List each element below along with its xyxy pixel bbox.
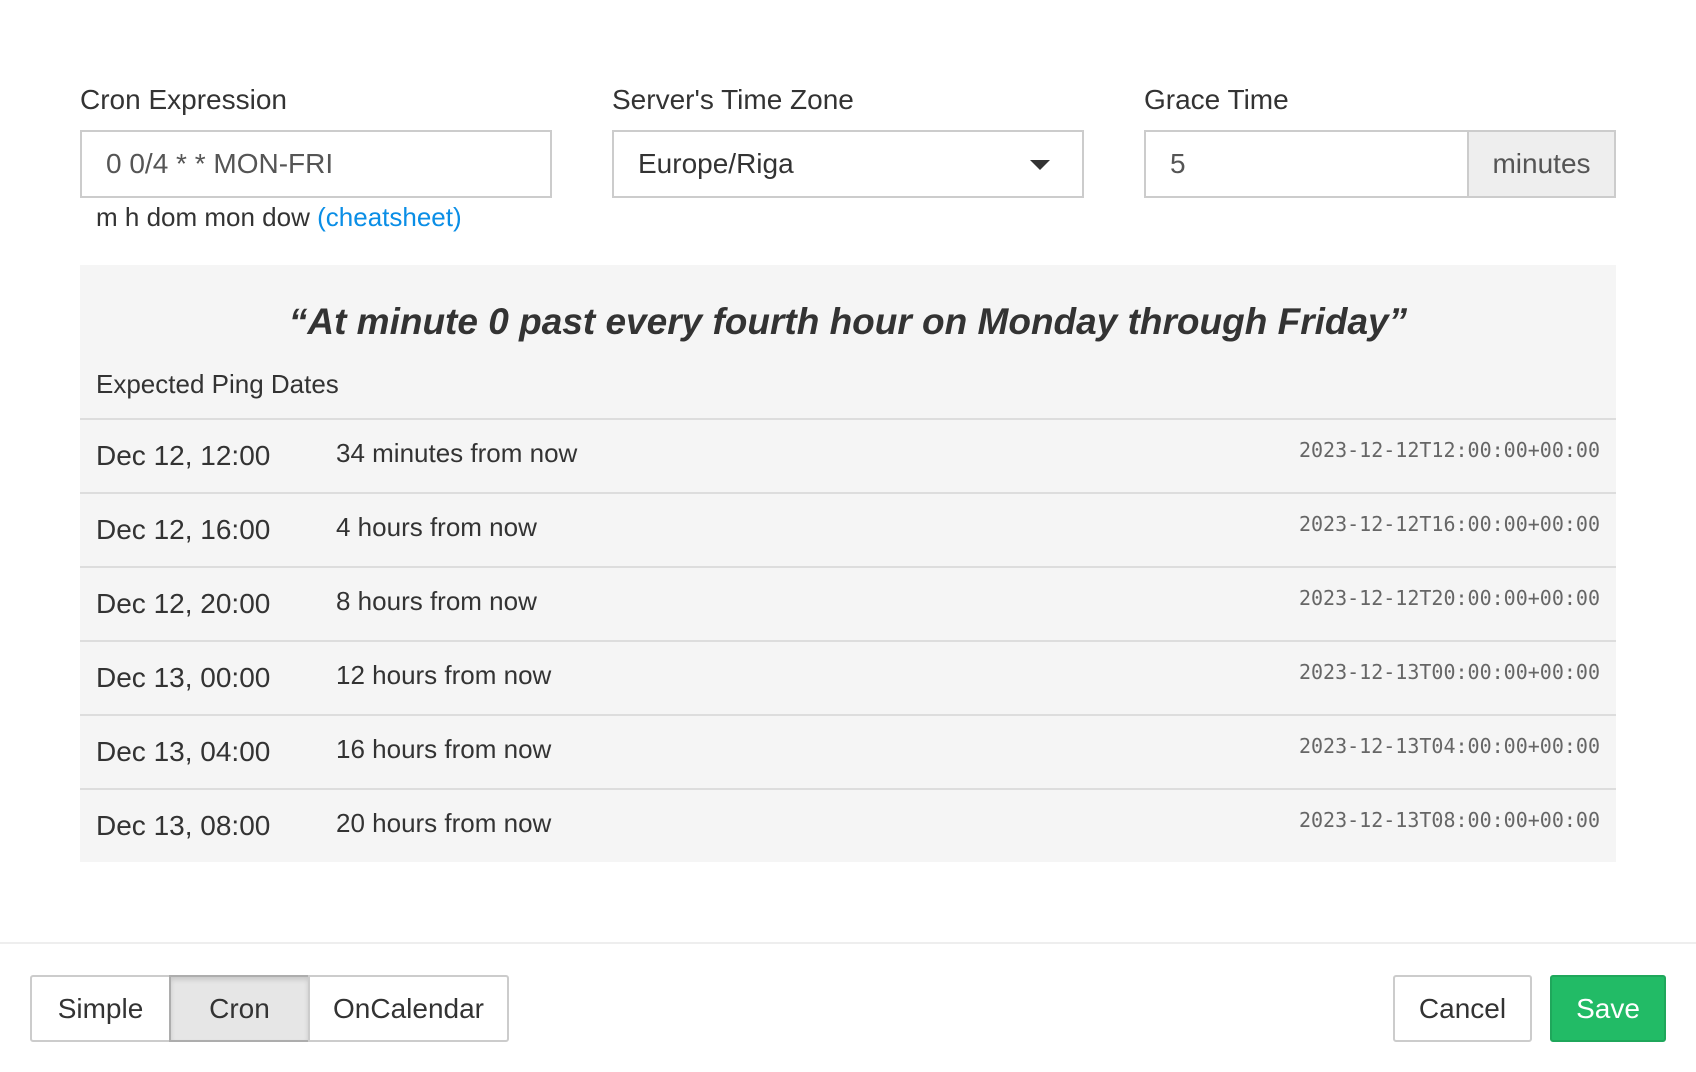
footer-divider: [0, 942, 1696, 944]
ping-iso: 2023-12-13T00:00:00+00:00: [1298, 660, 1600, 684]
ping-row: Dec 12, 16:00 4 hours from now 2023-12-12T…: [80, 492, 1616, 566]
ping-relative: 4 hours from now: [336, 512, 537, 542]
timezone-label: Server's Time Zone: [612, 84, 854, 115]
cheatsheet-link[interactable]: (cheatsheet): [317, 202, 462, 232]
ping-date: Dec 12, 20:00: [96, 588, 271, 619]
save-button[interactable]: Save: [1550, 975, 1666, 1042]
ping-date: Dec 12, 12:00: [96, 440, 271, 471]
preview-panel: “At minute 0 past every fourth hour on M…: [80, 265, 1616, 862]
cron-help-text: m h dom mon dow: [96, 202, 310, 232]
ping-relative: 16 hours from now: [336, 734, 552, 764]
ping-iso: 2023-12-12T20:00:00+00:00: [1298, 586, 1600, 610]
grace-input[interactable]: 5: [1144, 130, 1469, 198]
cron-input[interactable]: 0 0/4 * * MON-FRI: [80, 130, 552, 198]
ping-iso: 2023-12-13T08:00:00+00:00: [1298, 808, 1600, 832]
ping-row: Dec 13, 08:00 20 hours from now 2023-12-13…: [80, 788, 1616, 862]
ping-row: Dec 13, 04:00 16 hours from now 2023-12-13…: [80, 714, 1616, 788]
ping-row: Dec 12, 20:00 8 hours from now 2023-12-12T…: [80, 566, 1616, 640]
ping-relative: 8 hours from now: [336, 586, 537, 616]
timezone-select[interactable]: Europe/Riga: [612, 130, 1084, 198]
grace-label: Grace Time: [1144, 84, 1289, 115]
simple-tab[interactable]: Simple: [30, 975, 171, 1042]
cron-tab[interactable]: Cron: [169, 975, 310, 1042]
caret-down-icon: [1030, 160, 1050, 170]
cancel-button[interactable]: Cancel: [1393, 975, 1532, 1042]
cron-label: Cron Expression: [80, 84, 287, 115]
grace-unit: minutes: [1467, 130, 1616, 198]
ping-row: Dec 13, 00:00 12 hours from now 2023-12-13…: [80, 640, 1616, 714]
ping-row: Dec 12, 12:00 34 minutes from now 2023-12-…: [80, 418, 1616, 492]
cron-help: m h dom mon dow (cheatsheet): [96, 202, 462, 233]
ping-relative: 12 hours from now: [336, 660, 552, 690]
expected-ping-dates-label: Expected Ping Dates: [96, 369, 339, 399]
ping-relative: 34 minutes from now: [336, 438, 578, 468]
ping-date: Dec 13, 08:00: [96, 810, 271, 841]
ping-date: Dec 13, 04:00: [96, 736, 271, 767]
timezone-value: Europe/Riga: [638, 148, 794, 179]
ping-iso: 2023-12-12T12:00:00+00:00: [1298, 438, 1600, 462]
cron-description: “At minute 0 past every fourth hour on M…: [288, 301, 1408, 342]
ping-date: Dec 12, 16:00: [96, 514, 271, 545]
ping-relative: 20 hours from now: [336, 808, 552, 838]
ping-iso: 2023-12-12T16:00:00+00:00: [1298, 512, 1600, 536]
oncalendar-tab[interactable]: OnCalendar: [308, 975, 509, 1042]
ping-iso: 2023-12-13T04:00:00+00:00: [1298, 734, 1600, 758]
ping-date: Dec 13, 00:00: [96, 662, 271, 693]
